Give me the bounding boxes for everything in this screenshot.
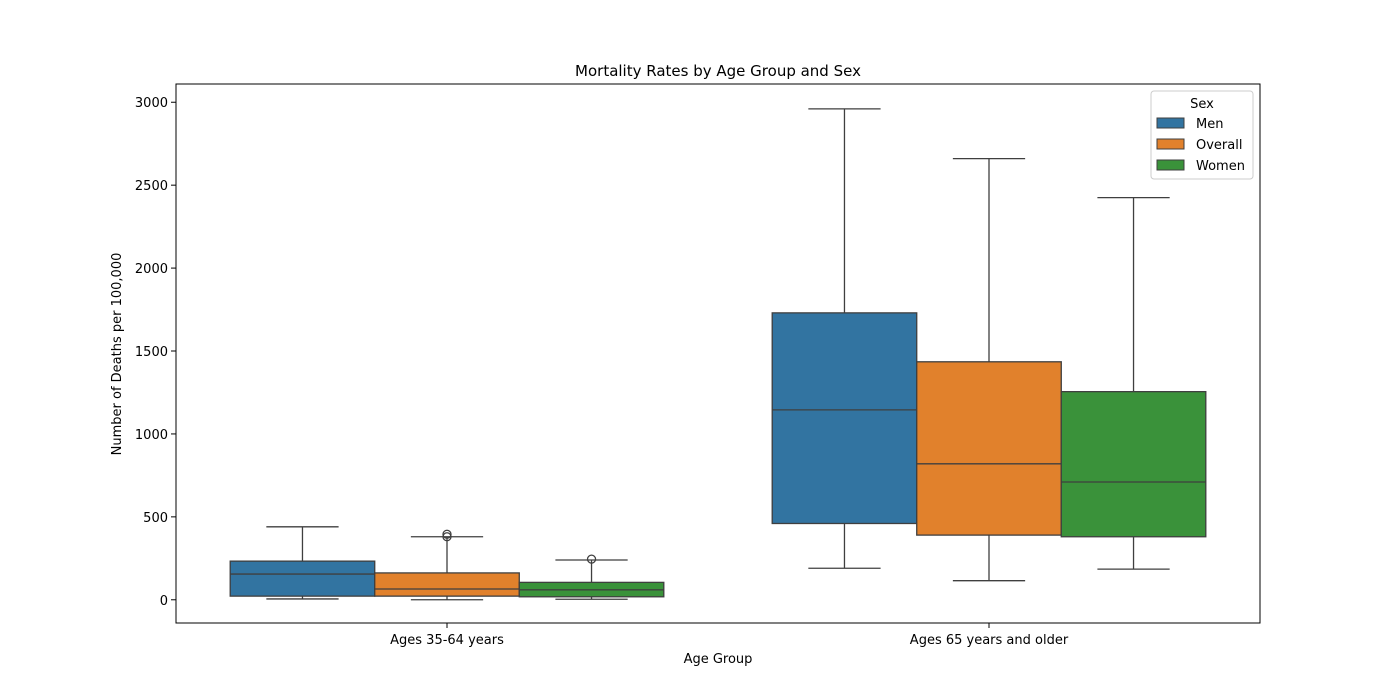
chart-title: Mortality Rates by Age Group and Sex — [575, 62, 861, 80]
y-tick-label: 1000 — [135, 428, 168, 443]
outlier-point — [586, 554, 597, 564]
y-tick-label: 0 — [160, 594, 168, 609]
x-tick-label: Ages 65 years and older — [910, 633, 1069, 648]
legend-swatch-women — [1156, 159, 1185, 171]
y-tick-label: 2500 — [135, 179, 168, 194]
y-tick-label: 3000 — [135, 96, 168, 111]
box-body — [1060, 390, 1207, 538]
x-axis-label: Age Group — [684, 652, 753, 667]
legend-title: Sex — [1190, 97, 1214, 112]
legend-frame — [1150, 90, 1254, 180]
legend-swatch-men — [1156, 117, 1185, 129]
x-axis: Ages 35-64 years Ages 65 years and older — [390, 623, 1069, 648]
plot-frame — [175, 83, 1261, 624]
y-axis: 0 500 1000 1500 2000 2500 3000 — [135, 96, 176, 609]
box-body — [916, 361, 1062, 536]
box-overall-1 — [916, 157, 1062, 582]
legend-swatch-overall — [1156, 138, 1185, 150]
boxes-layer — [229, 108, 1207, 601]
y-axis-label: Number of Deaths per 100,000 — [110, 253, 125, 456]
box-body — [771, 312, 918, 525]
box-men-0 — [229, 526, 376, 600]
plot-area — [176, 84, 1260, 623]
outlier-point — [442, 529, 452, 539]
x-tick-label: Ages 35-64 years — [390, 633, 504, 648]
box-women-0 — [518, 554, 665, 600]
outlier-point — [442, 532, 452, 542]
y-tick-label: 500 — [143, 511, 168, 526]
box-men-1 — [771, 108, 918, 569]
y-tick-label: 2000 — [135, 262, 168, 277]
legend-label-overall: Overall — [1196, 138, 1242, 153]
y-tick-label: 1500 — [135, 345, 168, 360]
legend-label-women: Women — [1196, 159, 1245, 174]
box-body — [229, 560, 376, 597]
box-overall-0 — [374, 529, 520, 601]
legend: Sex Men Overall Women — [1150, 90, 1254, 180]
legend-label-men: Men — [1196, 117, 1223, 132]
box-women-1 — [1060, 196, 1207, 570]
box-body — [374, 572, 520, 597]
